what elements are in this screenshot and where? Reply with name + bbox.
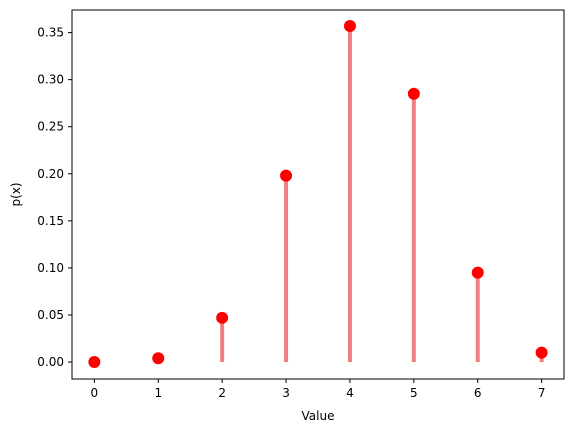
y-tick-label: 0.05 [37, 308, 64, 322]
data-point [535, 346, 548, 359]
y-tick-label: 0.35 [37, 26, 64, 40]
y-tick-label: 0.00 [37, 355, 64, 369]
data-point [216, 311, 229, 324]
markers [88, 20, 548, 368]
y-tick-label: 0.15 [37, 214, 64, 228]
x-tick-label: 2 [218, 386, 226, 400]
data-point [407, 87, 420, 100]
x-axis: 0 1 2 3 4 5 6 7 [91, 379, 546, 400]
x-tick-label: 6 [474, 386, 482, 400]
y-tick-label: 0.25 [37, 120, 64, 134]
x-tick-label: 5 [410, 386, 418, 400]
y-tick-label: 0.30 [37, 73, 64, 87]
y-tick-label: 0.20 [37, 167, 64, 181]
data-point [280, 169, 293, 182]
x-tick-label: 3 [282, 386, 290, 400]
x-tick-label: 4 [346, 386, 354, 400]
data-point [343, 20, 356, 33]
y-axis-label: p(x) [9, 182, 23, 206]
x-tick-label: 7 [538, 386, 546, 400]
x-tick-label: 1 [154, 386, 162, 400]
x-axis-label: Value [302, 409, 335, 423]
plot-area [71, 9, 565, 380]
x-tick-label: 0 [91, 386, 99, 400]
y-axis: 0.00 0.05 0.10 0.15 0.20 0.25 0.30 0.35 [37, 26, 72, 369]
data-point [471, 266, 484, 279]
plot-frame [71, 9, 565, 380]
y-tick-label: 0.10 [37, 261, 64, 275]
data-point [152, 352, 165, 365]
data-point [88, 355, 101, 368]
